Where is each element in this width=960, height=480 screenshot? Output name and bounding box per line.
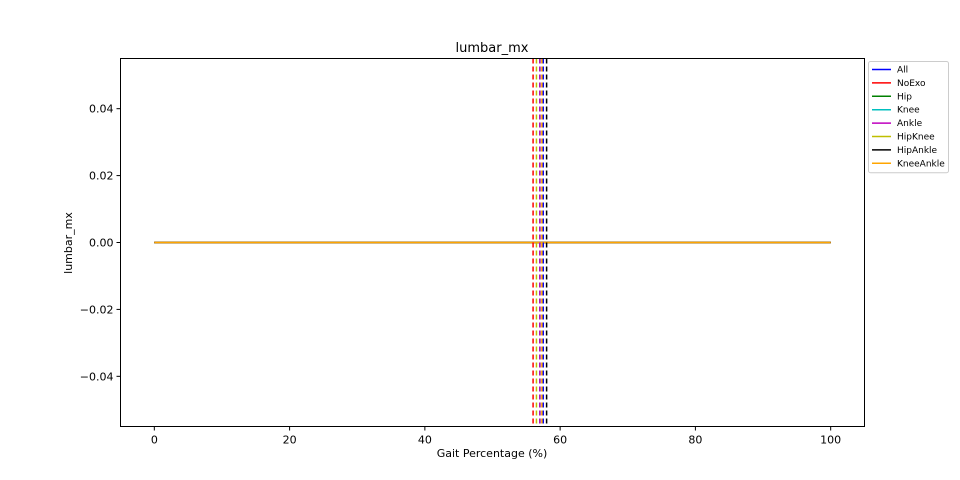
legend-label: KneeAnkle <box>897 159 945 169</box>
legend: AllNoExoHipKneeAnkleHipKneeHipAnkleKneeA… <box>868 61 949 174</box>
x-tick-label: 60 <box>553 434 567 447</box>
legend-label: HipKnee <box>897 133 935 143</box>
x-tick-label: 100 <box>820 434 841 447</box>
y-tick-label: 0.00 <box>89 237 114 250</box>
x-tick-label: 40 <box>418 434 432 447</box>
y-tick-label: 0.02 <box>89 170 114 183</box>
x-tick-label: 0 <box>151 434 158 447</box>
x-axis-label: Gait Percentage (%) <box>437 447 548 460</box>
x-tick-label: 20 <box>283 434 297 447</box>
legend-label: Knee <box>897 106 920 116</box>
y-axis-label: lumbar_mx <box>62 212 75 274</box>
legend-label: NoExo <box>897 79 926 89</box>
chart-title: lumbar_mx <box>456 41 529 56</box>
legend-box <box>868 61 949 174</box>
legend-label: All <box>897 66 908 76</box>
vertical-markers <box>532 58 548 427</box>
y-axis: −0.04 −0.02 0.00 0.02 0.04 <box>80 103 121 383</box>
legend-label: HipAnkle <box>897 146 938 156</box>
y-tick-label: −0.04 <box>80 370 114 383</box>
x-axis: 0 20 40 60 80 100 <box>151 426 841 447</box>
legend-label: Hip <box>897 92 912 102</box>
y-tick-label: 0.04 <box>89 103 114 116</box>
legend-label: Ankle <box>897 119 923 129</box>
x-tick-label: 80 <box>688 434 702 447</box>
y-tick-label: −0.02 <box>80 303 114 316</box>
